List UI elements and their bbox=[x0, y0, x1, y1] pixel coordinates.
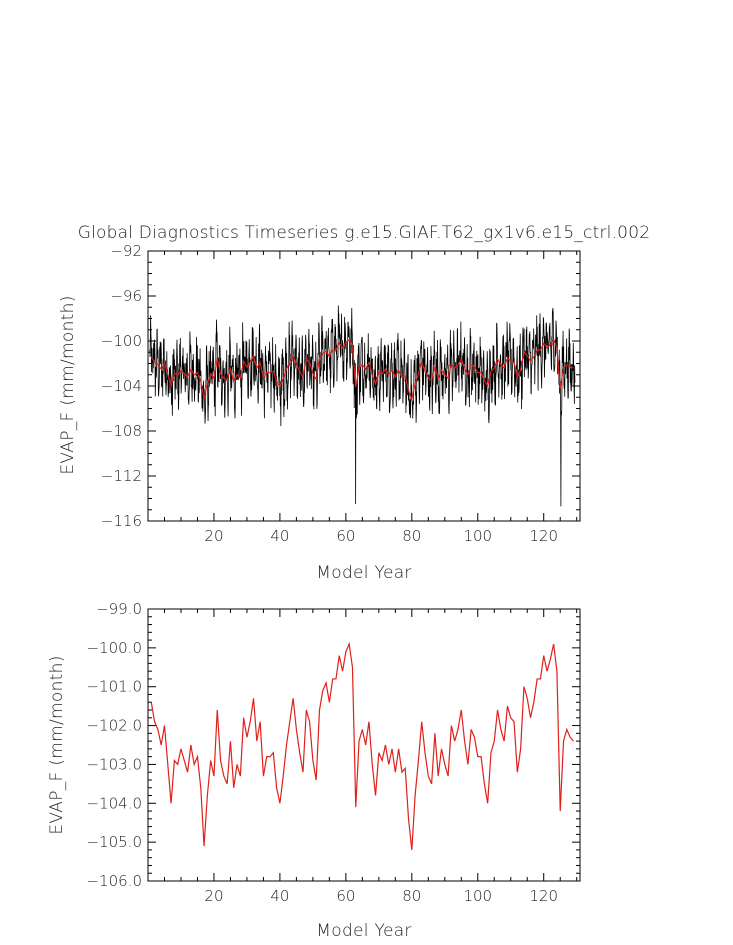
bottom-panel: EVAP_F (mm/month) Model Year 20 40 60 80 100… bbox=[47, 600, 581, 941]
x-tick-label: 100 bbox=[463, 887, 492, 905]
y-tick-label: −106.0 bbox=[86, 872, 142, 890]
bottom-xlabel: Model Year bbox=[316, 921, 411, 941]
y-tick-label: −102.0 bbox=[86, 717, 142, 735]
annual-mean-line bbox=[150, 338, 574, 402]
y-tick-label: −108 bbox=[101, 422, 142, 440]
plot-frame bbox=[147, 608, 581, 882]
x-tick-label: 60 bbox=[336, 887, 355, 905]
x-tick-label: 120 bbox=[529, 887, 558, 905]
x-tick-label: 120 bbox=[529, 527, 558, 545]
x-tick-label: 40 bbox=[270, 527, 289, 545]
x-tick-label: 20 bbox=[204, 527, 223, 545]
bottom-ylabel: EVAP_F (mm/month) bbox=[47, 655, 67, 834]
top-ylabel: EVAP_F (mm/month) bbox=[58, 295, 78, 474]
y-tick-label: −92 bbox=[110, 242, 142, 260]
x-tick-label: 80 bbox=[402, 887, 421, 905]
y-tick-label: −100 bbox=[101, 332, 142, 350]
y-tick-label: −104.0 bbox=[86, 794, 142, 812]
monthly-series-line bbox=[149, 305, 576, 507]
y-tick-label: −116 bbox=[101, 512, 142, 530]
x-tick-label: 100 bbox=[463, 527, 492, 545]
x-tick-label: 40 bbox=[270, 887, 289, 905]
chart-title: Global Diagnostics Timeseries g.e15.GIAF… bbox=[78, 223, 650, 243]
y-tick-label: −99.0 bbox=[96, 600, 142, 618]
y-tick-label: −104 bbox=[101, 377, 142, 395]
x-tick-label: 80 bbox=[402, 527, 421, 545]
y-tick-label: −96 bbox=[110, 287, 142, 305]
y-tick-label: −105.0 bbox=[86, 833, 142, 851]
y-tick-label: −100.0 bbox=[86, 639, 142, 657]
top-xlabel: Model Year bbox=[316, 563, 411, 583]
y-tick-label: −112 bbox=[101, 467, 142, 485]
top-panel: EVAP_F (mm/month) Model Year 20 40 60 80 100… bbox=[58, 242, 581, 583]
x-tick-label: 60 bbox=[336, 527, 355, 545]
y-tick-label: −101.0 bbox=[86, 678, 142, 696]
y-tick-label: −103.0 bbox=[86, 755, 142, 773]
x-tick-label: 20 bbox=[204, 887, 223, 905]
annual-mean-line bbox=[150, 641, 574, 850]
